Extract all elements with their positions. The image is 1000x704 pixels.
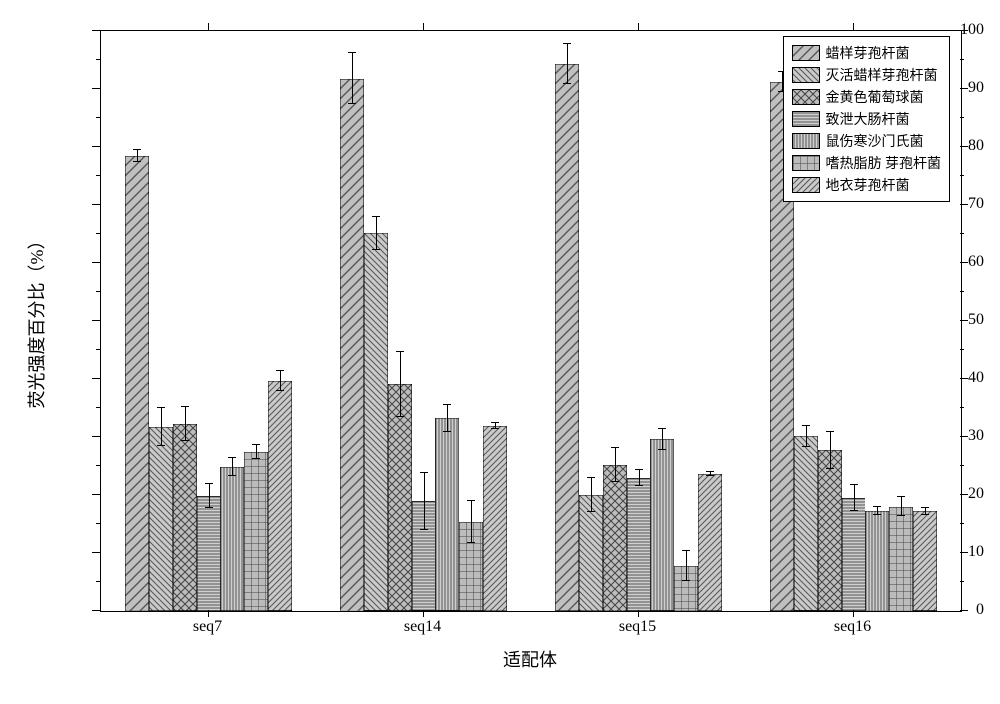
x-tick-label: seq14 bbox=[404, 618, 441, 636]
bar bbox=[340, 79, 364, 611]
x-tick-label: seq15 bbox=[619, 618, 656, 636]
y-axis-label: 荧光强度百分比（%） bbox=[23, 232, 49, 409]
legend-label: 致泄大肠杆菌 bbox=[826, 109, 910, 129]
bar bbox=[483, 426, 507, 611]
y-tick-label: 10 bbox=[906, 543, 984, 561]
legend-item: 鼠伤寒沙门氏菌 bbox=[792, 131, 942, 151]
legend-label: 地衣芽孢杆菌 bbox=[826, 175, 910, 195]
legend-label: 蜡样芽孢杆菌 bbox=[826, 43, 910, 63]
bar bbox=[220, 467, 244, 611]
legend-label: 鼠伤寒沙门氏菌 bbox=[826, 131, 924, 151]
bar bbox=[388, 384, 412, 611]
bar bbox=[268, 381, 292, 611]
bar bbox=[650, 439, 674, 611]
bar bbox=[794, 436, 818, 611]
legend-item: 嗜热脂肪 芽孢杆菌 bbox=[792, 153, 942, 173]
legend-item: 金黄色葡萄球菌 bbox=[792, 87, 942, 107]
legend-item: 地衣芽孢杆菌 bbox=[792, 175, 942, 195]
y-tick-label: 20 bbox=[906, 485, 984, 503]
y-tick-label: 40 bbox=[906, 369, 984, 387]
legend-item: 致泄大肠杆菌 bbox=[792, 109, 942, 129]
chart-container: 0102030405060708090100 seq7seq14seq15seq… bbox=[10, 10, 990, 694]
bar bbox=[555, 64, 579, 611]
bar bbox=[244, 452, 268, 611]
x-axis-label: 适配体 bbox=[503, 646, 557, 672]
bar bbox=[818, 450, 842, 611]
legend-label: 嗜热脂肪 芽孢杆菌 bbox=[826, 153, 942, 173]
bar bbox=[173, 424, 197, 611]
bar bbox=[125, 156, 149, 611]
bar bbox=[197, 496, 221, 611]
bar bbox=[364, 233, 388, 611]
bar bbox=[913, 511, 937, 611]
bar bbox=[698, 474, 722, 611]
y-tick-label: 50 bbox=[906, 311, 984, 329]
legend-item: 蜡样芽孢杆菌 bbox=[792, 43, 942, 63]
bar bbox=[149, 427, 173, 611]
bar bbox=[627, 478, 651, 611]
y-tick-label: 30 bbox=[906, 427, 984, 445]
y-tick-label: 60 bbox=[906, 253, 984, 271]
bar bbox=[842, 498, 866, 611]
y-tick-label: 0 bbox=[906, 601, 984, 619]
bar bbox=[865, 511, 889, 611]
legend-item: 灭活蜡样芽孢杆菌 bbox=[792, 65, 942, 85]
bar bbox=[435, 418, 459, 611]
legend-label: 灭活蜡样芽孢杆菌 bbox=[826, 65, 938, 85]
legend: 蜡样芽孢杆菌灭活蜡样芽孢杆菌金黄色葡萄球菌致泄大肠杆菌鼠伤寒沙门氏菌嗜热脂肪 芽… bbox=[783, 36, 951, 202]
x-tick-label: seq16 bbox=[834, 618, 871, 636]
legend-label: 金黄色葡萄球菌 bbox=[826, 87, 924, 107]
x-tick-label: seq7 bbox=[193, 618, 222, 636]
bar bbox=[603, 465, 627, 611]
